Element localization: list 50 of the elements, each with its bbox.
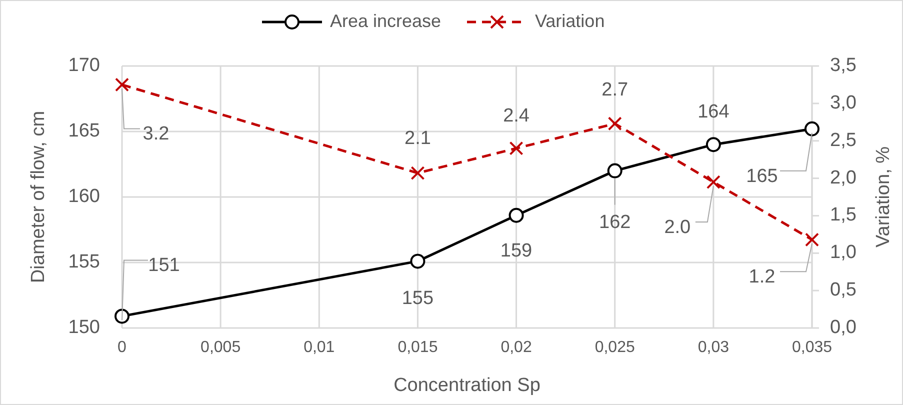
y2-tick-label: 2,0 bbox=[830, 167, 856, 188]
x-axis-title: Concentration Sp bbox=[394, 375, 540, 396]
y2-axis-title: Variation, % bbox=[873, 146, 894, 248]
point bbox=[115, 78, 129, 92]
x-tick-label: 0,035 bbox=[792, 339, 832, 356]
point bbox=[805, 232, 819, 247]
data-label: 2.7 bbox=[602, 80, 628, 101]
data-label: 3.2 bbox=[142, 124, 170, 145]
point bbox=[410, 254, 426, 269]
legend-label: Variation bbox=[535, 10, 605, 31]
point bbox=[114, 308, 130, 324]
x-tick-label: 0,01 bbox=[304, 339, 335, 356]
data-label: 155 bbox=[402, 288, 434, 310]
y2-tick-label: 0,5 bbox=[830, 280, 856, 301]
y-tick-label: 165 bbox=[68, 120, 100, 142]
point bbox=[607, 163, 622, 178]
x-tick-label: 0,02 bbox=[500, 339, 532, 356]
x-tick-label: 0 bbox=[118, 339, 127, 356]
x-tick-label: 0,015 bbox=[398, 339, 438, 356]
point bbox=[706, 175, 720, 190]
data-label: 151 bbox=[148, 255, 180, 276]
y2-tick-label: 2,5 bbox=[830, 130, 856, 151]
point bbox=[608, 116, 622, 131]
data-label: 1.2 bbox=[748, 266, 776, 288]
y2-tick-label: 3,5 bbox=[830, 55, 856, 76]
data-label: 159 bbox=[500, 240, 532, 262]
data-label: 164 bbox=[698, 102, 730, 123]
x-tick-label: 0,03 bbox=[698, 339, 730, 356]
y2-tick-label: 3,0 bbox=[830, 92, 856, 114]
point bbox=[509, 141, 524, 156]
point bbox=[706, 137, 721, 152]
data-label: 162 bbox=[599, 212, 631, 233]
y2-tick-label: 0,0 bbox=[830, 317, 856, 338]
data-label: 2.0 bbox=[664, 217, 691, 238]
data-label: 165 bbox=[746, 166, 778, 187]
point bbox=[410, 166, 425, 180]
x-tick-label: 0,005 bbox=[200, 339, 241, 356]
x-tick-label: 0,025 bbox=[594, 339, 635, 356]
y-axis-title: Diameter of flow, cm bbox=[28, 110, 49, 284]
y-tick-label: 150 bbox=[68, 317, 100, 338]
point bbox=[804, 121, 820, 136]
y-tick-label: 155 bbox=[68, 252, 100, 273]
data-label: 2.4 bbox=[503, 105, 530, 126]
y-tick-label: 170 bbox=[68, 55, 100, 76]
point bbox=[508, 208, 524, 223]
legend-label: Area increase bbox=[330, 10, 442, 31]
data-label: 2.1 bbox=[404, 128, 431, 150]
y2-tick-label: 1,5 bbox=[830, 204, 856, 226]
y2-tick-label: 1,0 bbox=[830, 242, 856, 264]
y-tick-label: 160 bbox=[68, 186, 100, 208]
